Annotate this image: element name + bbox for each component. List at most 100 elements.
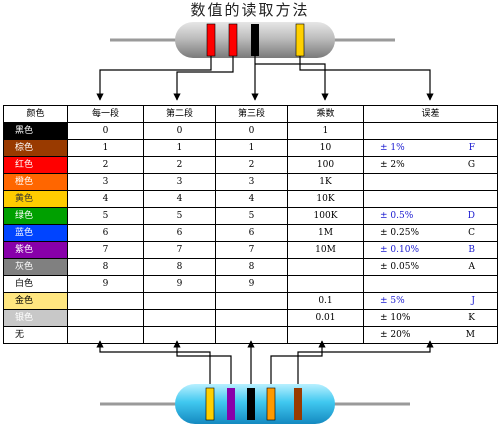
table-row: 金色 0.1 ± 5% J xyxy=(3,292,499,310)
tolerance-cell: ± 0.25% xyxy=(363,224,431,242)
tolerance-cell: ± 1% xyxy=(363,139,431,157)
tolerance-code-cell xyxy=(430,190,499,208)
tolerance-code-cell: A xyxy=(430,258,499,276)
tolerance-code-cell: K xyxy=(430,309,499,327)
digit3-cell: 0 xyxy=(215,122,288,140)
digit1-cell xyxy=(67,292,144,310)
color-name-cell: 无 xyxy=(3,326,68,344)
multiplier-cell: 10 xyxy=(287,139,364,157)
multiplier-cell: 1 xyxy=(287,122,364,140)
tolerance-cell: ± 20% xyxy=(363,326,431,344)
digit3-cell xyxy=(215,326,288,344)
header-tolerance: 误差 xyxy=(362,105,499,123)
tolerance-code-cell: M xyxy=(430,326,499,344)
digit1-cell: 4 xyxy=(67,190,144,208)
digit3-cell: 7 xyxy=(215,241,288,259)
arrow-band2-to-col2 xyxy=(173,56,234,101)
digit2-cell: 6 xyxy=(143,224,216,242)
digit3-cell: 6 xyxy=(215,224,288,242)
multiplier-cell xyxy=(287,326,364,344)
digit3-cell xyxy=(215,309,288,327)
digit1-cell: 5 xyxy=(67,207,144,225)
multiplier-cell: 1K xyxy=(287,173,364,191)
table-row: 灰色 8 8 8 ± 0.05% A xyxy=(3,258,499,276)
digit1-cell: 8 xyxy=(67,258,144,276)
tolerance-cell xyxy=(363,275,431,293)
color-name-cell: 红色 xyxy=(3,156,68,174)
header-digit-2: 第二段 xyxy=(143,105,216,123)
digit3-cell: 9 xyxy=(215,275,288,293)
top-band-3 xyxy=(251,24,259,56)
arrow-bband1-to-col1 xyxy=(96,340,211,388)
table-body: 黑色 0 0 0 1 棕色 1 1 1 10 ± 1% F 红色 2 2 2 100 ± 2% G 橙色 3 3 3 1K 黄色… xyxy=(3,122,499,344)
bottom-band-2 xyxy=(227,388,235,420)
page-title: 数值的读取方法 xyxy=(190,1,310,19)
color-name-cell: 绿色 xyxy=(3,207,68,225)
bottom-band-3 xyxy=(247,388,255,420)
table-row: 白色 9 9 9 xyxy=(3,275,499,293)
table-row: 黄色 4 4 4 10K xyxy=(3,190,499,208)
digit1-cell: 7 xyxy=(67,241,144,259)
top-band-2 xyxy=(228,23,238,57)
digit1-cell xyxy=(67,326,144,344)
digit1-cell: 1 xyxy=(67,139,144,157)
table-header-row: 颜色 每一段 第二段 第三段 乘数 误差 xyxy=(3,105,499,123)
bottom-resistor xyxy=(100,384,410,424)
color-name-cell: 金色 xyxy=(3,292,68,310)
digit2-cell: 2 xyxy=(143,156,216,174)
tolerance-cell xyxy=(363,122,431,140)
color-code-table: 颜色 每一段 第二段 第三段 乘数 误差 黑色 0 0 0 1 棕色 1 1 1 10 ± 1% F 红… xyxy=(3,105,499,344)
digit1-cell: 3 xyxy=(67,173,144,191)
tolerance-cell: ± 0.05% xyxy=(363,258,431,276)
digit3-cell: 8 xyxy=(215,258,288,276)
bottom-arrows xyxy=(96,340,434,388)
tolerance-cell xyxy=(363,173,431,191)
digit2-cell: 9 xyxy=(143,275,216,293)
color-name-cell: 橙色 xyxy=(3,173,68,191)
top-band-1 xyxy=(206,23,216,57)
digit1-cell: 2 xyxy=(67,156,144,174)
table-row: 红色 2 2 2 100 ± 2% G xyxy=(3,156,499,174)
digit2-cell: 4 xyxy=(143,190,216,208)
arrow-bband2-to-col2 xyxy=(173,340,232,388)
top-arrows xyxy=(96,56,434,101)
arrow-band1-to-col1 xyxy=(96,56,212,101)
top-resistor xyxy=(110,22,395,58)
color-name-cell: 棕色 xyxy=(3,139,68,157)
bottom-band-1 xyxy=(205,387,215,421)
color-name-cell: 黑色 xyxy=(3,122,68,140)
digit2-cell xyxy=(143,326,216,344)
table-row: 棕色 1 1 1 10 ± 1% F xyxy=(3,139,499,157)
digit3-cell: 4 xyxy=(215,190,288,208)
table-row: 紫色 7 7 7 10M ± 0.10% B xyxy=(3,241,499,259)
color-name-cell: 黄色 xyxy=(3,190,68,208)
arrow-band4-to-tol xyxy=(299,56,434,101)
digit2-cell xyxy=(143,292,216,310)
digit3-cell: 1 xyxy=(215,139,288,157)
tolerance-code-cell xyxy=(430,275,499,293)
color-name-cell: 灰色 xyxy=(3,258,68,276)
arrow-band3-to-mult xyxy=(255,63,329,101)
color-name-cell: 紫色 xyxy=(3,241,68,259)
tolerance-cell: ± 0.10% xyxy=(363,241,431,259)
table-row: 蓝色 6 6 6 1M ± 0.25% C xyxy=(3,224,499,242)
multiplier-cell: 0.1 xyxy=(287,292,364,310)
table-row: 绿色 5 5 5 100K ± 0.5% D xyxy=(3,207,499,225)
tolerance-code-cell: B xyxy=(430,241,499,259)
tolerance-code-cell xyxy=(430,122,499,140)
digit1-cell: 6 xyxy=(67,224,144,242)
tolerance-cell: ± 5% xyxy=(363,292,431,310)
top-band-4 xyxy=(295,23,305,57)
multiplier-cell: 1M xyxy=(287,224,364,242)
tolerance-code-cell: F xyxy=(430,139,499,157)
digit1-cell xyxy=(67,309,144,327)
digit3-cell: 3 xyxy=(215,173,288,191)
bottom-band-4 xyxy=(266,387,276,421)
tolerance-code-cell: J xyxy=(430,292,499,310)
digit3-cell: 5 xyxy=(215,207,288,225)
table-row: 无 ± 20% M xyxy=(3,326,499,344)
header-multiplier: 乘数 xyxy=(287,105,364,123)
header-digit-3: 第三段 xyxy=(215,105,288,123)
multiplier-cell: 10K xyxy=(287,190,364,208)
